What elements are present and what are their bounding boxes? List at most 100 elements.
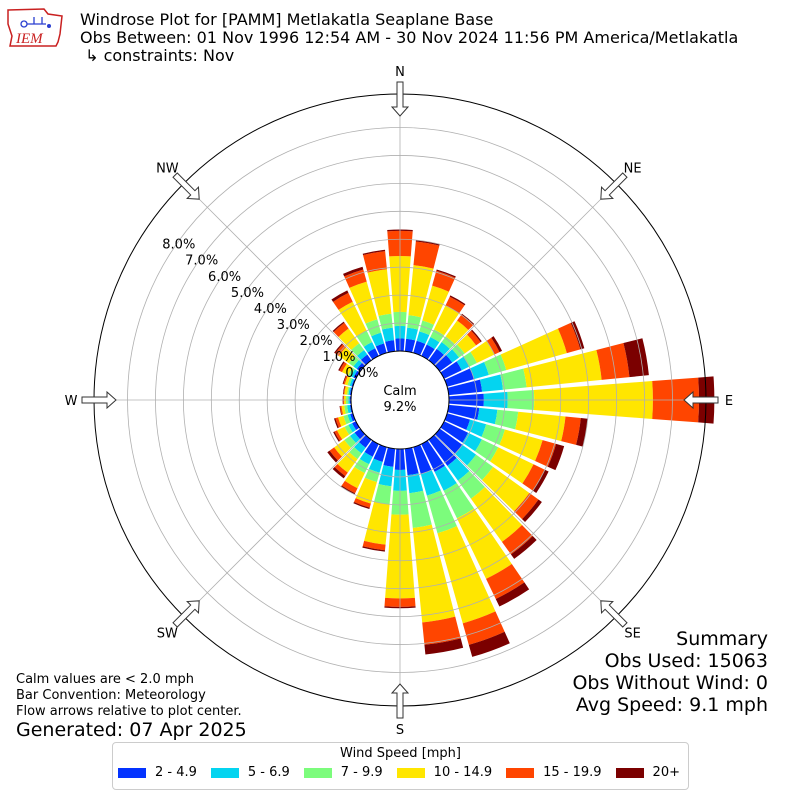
- windrose-bar-segment: [424, 638, 464, 655]
- legend-swatch: [396, 767, 425, 778]
- windrose-bar-segment: [428, 435, 457, 466]
- grid-spoke: [434, 434, 617, 617]
- windrose-bar-segment: [477, 407, 498, 425]
- windrose-bar-segment: [334, 440, 351, 457]
- windrose-bar-segment: [350, 369, 358, 378]
- windrose-bar-segment: [342, 385, 345, 395]
- windrose-bar-segment: [413, 444, 432, 475]
- windrose-bar-segment: [561, 416, 581, 445]
- flow-arrow: [172, 600, 200, 628]
- compass-label: W: [65, 394, 78, 409]
- summary-title: Summary: [676, 628, 768, 650]
- flow-arrow: [172, 172, 200, 200]
- windrose-bar-segment: [374, 484, 392, 505]
- windrose-bar-segment: [363, 251, 387, 273]
- windrose-bar-segment: [362, 546, 386, 552]
- radial-tick-label: 5.0%: [231, 286, 264, 301]
- compass-label: NE: [624, 161, 642, 176]
- windrose-bar-segment: [344, 386, 349, 395]
- legend-item: 2 - 4.9: [118, 765, 197, 780]
- radial-tick-label: 2.0%: [300, 334, 333, 349]
- windrose-bar-segment: [333, 292, 353, 310]
- windrose-bar-segment: [523, 349, 602, 388]
- windrose-bar-segment: [382, 327, 395, 342]
- windrose-bar-segment: [413, 241, 440, 269]
- windrose-bar-segment: [443, 483, 475, 519]
- windrose-bar-segment: [404, 338, 416, 353]
- iem-logo: IEM: [7, 8, 63, 47]
- windrose-bar-segment: [470, 362, 489, 380]
- calm-label: Calm: [383, 384, 416, 399]
- legend-item: 5 - 6.9: [210, 765, 290, 780]
- windrose-bar-segment: [333, 322, 349, 337]
- windrose-bar-segment: [422, 285, 449, 325]
- grid-spoke: [183, 183, 366, 366]
- legend-title: Wind Speed [mph]: [340, 746, 461, 761]
- windrose-bar-segment: [344, 405, 349, 414]
- windrose-bar-segment: [341, 480, 358, 494]
- calm-value: 9.2%: [383, 400, 416, 415]
- summary-avg-speed: Avg Speed: 9.1 mph: [575, 694, 768, 716]
- legend-label: 15 - 19.9: [543, 765, 602, 780]
- legend-label: 7 - 9.9: [340, 765, 383, 780]
- windrose-bar-segment: [334, 430, 343, 441]
- windrose-bar-segment: [440, 421, 469, 443]
- windrose-bar-segment: [413, 340, 426, 356]
- windrose-bar-segment: [359, 452, 373, 465]
- windrose-bar-segment: [367, 269, 392, 316]
- windrose-bar-segment: [348, 387, 352, 395]
- windrose-bar-segment: [343, 385, 346, 395]
- windrose-bar-segment: [332, 321, 345, 332]
- windrose-bar-segment: [368, 458, 383, 473]
- flow-arrow: [390, 683, 410, 719]
- windrose-bar-segment: [360, 354, 372, 365]
- windrose-bar-segment: [490, 447, 534, 484]
- windrose-bar-segment: [457, 471, 485, 499]
- windrose-bar-segment: [415, 240, 440, 246]
- windrose-bar-segment: [336, 426, 350, 440]
- windrose-bar-segment: [437, 526, 496, 624]
- radial-tick-label: 4.0%: [254, 302, 287, 317]
- windrose-bar-segment: [449, 295, 466, 306]
- windrose-bar-segment: [416, 331, 430, 344]
- windrose-bar-segment: [522, 464, 545, 491]
- flow-arrow: [600, 172, 628, 200]
- windrose-bar-segment: [348, 356, 359, 367]
- windrose-bar-segment: [408, 265, 434, 318]
- windrose-bar-segment: [434, 465, 457, 491]
- windrose-bar-segment: [426, 336, 440, 350]
- windrose-bar-segment: [349, 447, 362, 460]
- windrose-bar-segment: [436, 342, 450, 355]
- windrose-bar-segment: [486, 563, 525, 599]
- windrose-bar-segment: [338, 415, 347, 427]
- windrose-bar-segment: [349, 432, 360, 444]
- grid-layer: [94, 94, 706, 706]
- windrose-bar-segment: [353, 359, 362, 369]
- windrose-bar-segment: [500, 368, 527, 390]
- windrose-bar-segment: [383, 447, 396, 467]
- windrose-bar-segment: [435, 428, 463, 454]
- windrose-bar-segment: [367, 348, 379, 360]
- title-line-2: Obs Between: 01 Nov 1996 12:54 AM - 30 N…: [80, 28, 739, 47]
- windrose-bar-segment: [407, 315, 422, 330]
- windrose-bar-segment: [447, 458, 470, 481]
- legend-label: 20+: [652, 765, 680, 780]
- windrose-bar-segment: [547, 443, 565, 471]
- windrose-bar-segment: [348, 367, 355, 377]
- windrose-bar-segment: [378, 313, 393, 330]
- windrose-bar-segment: [338, 347, 355, 364]
- windrose-bar-segment: [441, 336, 455, 349]
- windrose-bar-segment: [500, 328, 567, 371]
- windrose-bar-segment: [375, 343, 387, 356]
- windrose-bar-segment: [576, 418, 588, 447]
- windrose-bar-segment: [447, 404, 480, 420]
- windrose-bar-segment: [349, 378, 355, 387]
- windrose-bar-segment: [348, 423, 357, 433]
- windrose-bar-segment: [432, 270, 456, 292]
- windrose-bar-segment: [466, 419, 487, 437]
- windrose-bar-segment: [557, 322, 581, 354]
- radial-tick-label: 7.0%: [185, 254, 218, 269]
- compass-label: NW: [156, 161, 179, 176]
- note-calm: Calm values are < 2.0 mph: [16, 672, 195, 687]
- windrose-bar-segment: [343, 266, 364, 277]
